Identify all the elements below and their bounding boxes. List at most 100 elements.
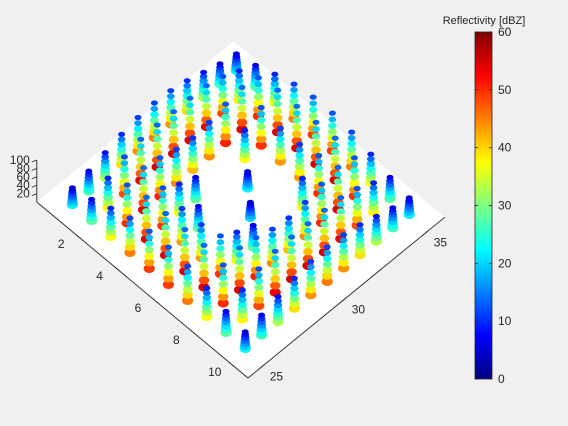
data-point (220, 126, 231, 134)
data-point (216, 61, 224, 67)
data-point (271, 261, 280, 269)
data-point (273, 107, 283, 115)
data-point (197, 222, 205, 228)
data-point (286, 267, 297, 277)
data-point (352, 203, 362, 211)
y-tick-label: 30 (352, 303, 366, 317)
data-point (117, 145, 127, 153)
data-point (353, 191, 362, 198)
data-point (153, 129, 162, 135)
data-point (123, 194, 132, 201)
data-point (237, 104, 247, 112)
data-point (338, 258, 349, 267)
data-point (144, 246, 154, 254)
data-point (120, 154, 128, 160)
data-point (175, 185, 184, 192)
data-point (202, 96, 211, 103)
colorbar-ticks: 0 10 20 30 40 50 60 (475, 25, 512, 386)
data-point (137, 136, 145, 142)
data-point (117, 136, 126, 143)
data-point (322, 266, 333, 274)
data-point (321, 277, 333, 286)
data-point (276, 136, 285, 143)
data-point (290, 280, 299, 287)
data-point (200, 242, 208, 248)
data-point (203, 285, 211, 291)
data-point (164, 244, 172, 250)
data-point (234, 272, 245, 280)
data-point (353, 185, 361, 192)
data-point (140, 165, 148, 171)
data-point (352, 209, 363, 217)
data-point (268, 232, 277, 238)
data-point (317, 200, 327, 207)
data-point (187, 155, 198, 163)
data-point (186, 102, 194, 109)
data-point (272, 114, 283, 122)
data-point (276, 130, 285, 137)
data-point (339, 242, 348, 250)
x-axis-line (36, 201, 249, 379)
data-point (372, 221, 381, 228)
x-tick-mark (74, 233, 82, 240)
data-point (235, 251, 244, 258)
data-point (125, 226, 135, 233)
data-point (307, 258, 315, 265)
data-point (241, 127, 249, 134)
data-point (203, 146, 215, 155)
data-point (333, 184, 343, 192)
data-point (306, 269, 315, 276)
data-point (270, 268, 280, 276)
data-point (197, 227, 206, 234)
data-point (172, 152, 181, 158)
data-points (66, 51, 415, 353)
data-point (169, 122, 178, 129)
data-point (349, 179, 360, 188)
x-axis-ticks: 2 4 6 8 10 (58, 233, 236, 379)
data-point (311, 146, 321, 154)
data-point (254, 272, 263, 278)
data-point (366, 156, 375, 162)
data-point (335, 221, 346, 229)
data-point (155, 167, 165, 174)
data-point (337, 195, 345, 201)
data-point (202, 83, 210, 89)
data-point (287, 241, 296, 247)
data-point (236, 245, 244, 251)
data-point (197, 232, 206, 239)
z-tick-label: 60 (16, 170, 30, 184)
data-point (320, 221, 329, 228)
data-point (321, 271, 333, 280)
data-point (142, 201, 151, 208)
data-point (118, 131, 126, 137)
data-point (183, 82, 192, 89)
data-point (217, 298, 229, 308)
data-point (199, 256, 209, 263)
data-point (144, 252, 155, 260)
data-point (333, 178, 343, 185)
data-point (269, 281, 281, 290)
colorbar-tick-label: 10 (498, 314, 512, 328)
data-point (150, 100, 158, 106)
data-point (318, 181, 326, 187)
data-point (169, 115, 178, 122)
data-point (88, 196, 96, 202)
data-point (122, 206, 133, 215)
data-point (295, 157, 305, 165)
data-point (218, 280, 228, 288)
data-point (232, 51, 240, 57)
data-point (366, 164, 376, 172)
data-point (119, 171, 129, 179)
data-point (136, 156, 146, 164)
data-point (142, 208, 151, 215)
y-tick-label: 25 (270, 370, 284, 384)
data-point (166, 93, 175, 100)
data-point (289, 294, 300, 303)
data-point (219, 268, 228, 275)
data-point (257, 104, 265, 111)
data-point (246, 199, 254, 205)
data-point (150, 105, 159, 112)
data-point (182, 285, 193, 293)
data-point (253, 93, 263, 101)
data-point (350, 161, 359, 168)
